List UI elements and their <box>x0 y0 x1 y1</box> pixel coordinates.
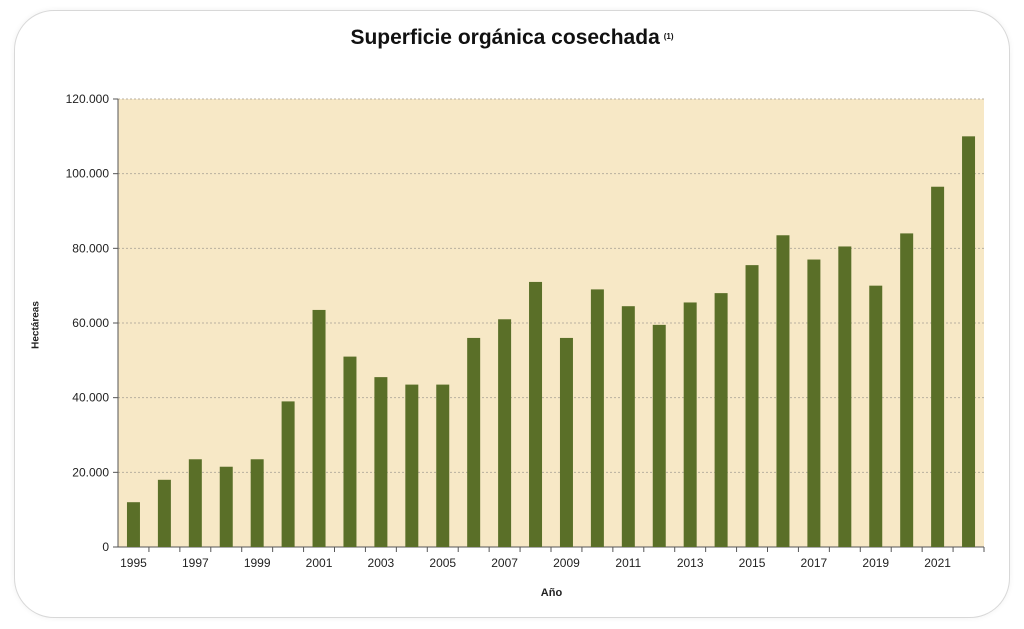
bar-1998 <box>219 466 233 547</box>
chart-title-text: Superficie orgánica cosechada <box>350 26 660 49</box>
x-tick-label: 2001 <box>306 556 333 570</box>
bar-2002 <box>343 356 357 547</box>
bar-2006 <box>467 337 481 547</box>
x-tick-label: 2013 <box>677 556 704 570</box>
x-axis-label: Año <box>540 587 563 599</box>
x-tick-label: 1997 <box>182 556 209 570</box>
bar-2008 <box>529 281 543 547</box>
x-tick-label: 2011 <box>615 556 641 570</box>
bar-2010 <box>590 289 604 547</box>
y-tick-label: 100.000 <box>66 167 110 181</box>
x-tick-label: 2007 <box>491 556 518 570</box>
x-tick-label: 2005 <box>429 556 456 570</box>
x-tick-label: 2021 <box>924 556 951 570</box>
bar-2017 <box>807 259 821 547</box>
bar-2022 <box>962 136 976 548</box>
bar-2011 <box>621 306 635 547</box>
bar-2003 <box>374 377 388 547</box>
y-tick-label: 0 <box>102 540 109 554</box>
bar-1996 <box>157 479 171 547</box>
bar-2013 <box>683 302 697 547</box>
bar-2018 <box>838 246 852 547</box>
bar-1997 <box>188 459 202 547</box>
bar-2005 <box>436 384 450 547</box>
y-tick-label: 80.000 <box>72 241 109 255</box>
bar-2016 <box>776 235 790 547</box>
bar-2001 <box>312 309 326 547</box>
x-tick-label: 1995 <box>120 556 147 570</box>
bar-2009 <box>559 337 573 547</box>
y-tick-label: 60.000 <box>72 316 109 330</box>
bar-2012 <box>652 324 666 547</box>
x-tick-label: 2003 <box>368 556 395 570</box>
bar-2021 <box>931 186 945 547</box>
chart-title: Superficie orgánica cosechada (1) <box>0 26 1024 50</box>
x-tick-label: 2015 <box>739 556 766 570</box>
bar-2004 <box>405 384 419 547</box>
y-tick-label: 20.000 <box>72 465 109 479</box>
bar-2019 <box>869 285 883 547</box>
bar-1999 <box>250 459 264 547</box>
y-tick-label: 40.000 <box>72 391 109 405</box>
x-tick-label: 1999 <box>244 556 271 570</box>
bar-2000 <box>281 401 295 547</box>
bar-2007 <box>498 319 512 547</box>
x-tick-label: 2019 <box>862 556 889 570</box>
chart-title-note: (1) <box>663 32 674 41</box>
x-tick-label: 2009 <box>553 556 580 570</box>
bar-2015 <box>745 265 759 547</box>
y-tick-label: 120.000 <box>66 92 110 106</box>
bar-2020 <box>900 233 914 547</box>
bar-1995 <box>126 502 140 547</box>
bar-2014 <box>714 293 728 547</box>
x-tick-label: 2017 <box>801 556 828 570</box>
